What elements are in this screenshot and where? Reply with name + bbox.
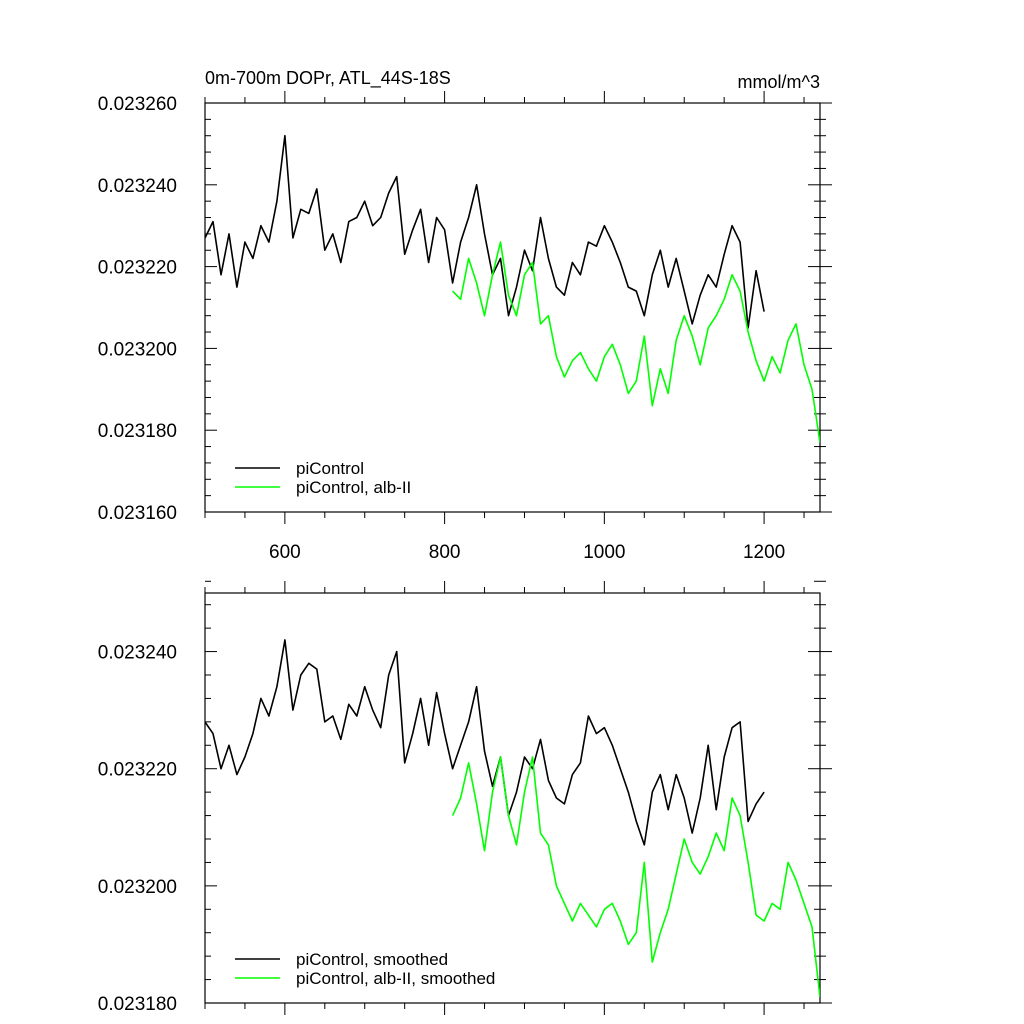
y-tick-label: 0.023220: [98, 258, 177, 279]
bottom-panel: 0.023180 0.023200 0.023220 0.023240 piContro…: [98, 580, 832, 1015]
y-tick-label: 0.023200: [98, 339, 177, 360]
y-tick-label: 0.023260: [98, 94, 177, 115]
legend-label-2: piControl, alb-II, smoothed: [296, 969, 495, 988]
series-line-1: [205, 639, 765, 846]
plot-frame: [204, 592, 821, 1004]
series-line-2: [451, 756, 820, 998]
chart-title: 0m-700m DOPr, ATL_44S-18S: [205, 68, 451, 89]
plot-frame: [204, 102, 821, 513]
x-tick-label: 800: [429, 542, 461, 563]
y-tick-label: 0.023240: [98, 176, 177, 197]
y-tick-label: 0.023180: [98, 994, 177, 1015]
x-tick-label: 600: [269, 542, 301, 563]
y-tick-label: 0.023240: [98, 643, 177, 664]
legend-label-2: piControl, alb-II: [296, 478, 411, 497]
legend-label-1: piControl, smoothed: [296, 950, 448, 969]
series-line-1: [205, 134, 765, 329]
x-tick-label: 1000: [583, 542, 625, 563]
units-label: mmol/m^3: [738, 72, 820, 92]
legend-label-1: piControl: [296, 459, 364, 478]
y-tick-label: 0.023220: [98, 760, 177, 781]
y-tick-label: 0.023200: [98, 877, 177, 898]
series-line-2: [452, 241, 820, 443]
x-tick-label: 1200: [743, 542, 785, 563]
y-tick-label: 0.023160: [98, 503, 177, 524]
y-tick-label: 0.023180: [98, 421, 177, 442]
top-panel: 0.023160 0.023180 0.023200 0.023220 0.023240…: [98, 91, 832, 563]
